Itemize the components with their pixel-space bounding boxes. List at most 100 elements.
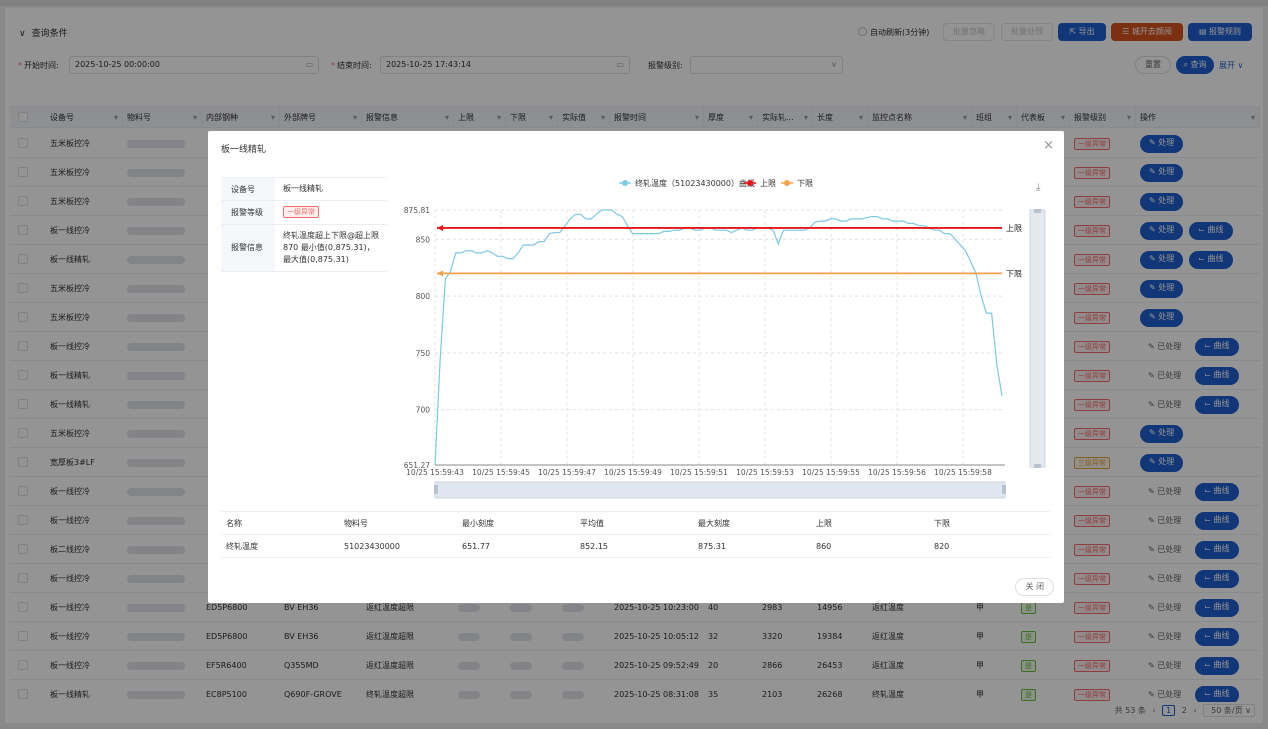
auto-refresh-checkbox[interactable]: 自动刷新(3分钟) — [858, 27, 929, 38]
curve-button[interactable]: ⌙ 曲线 — [1195, 685, 1239, 704]
column-header[interactable]: 长度 ▾ — [813, 107, 868, 128]
processed-link[interactable]: ✎ 已处理 — [1148, 632, 1182, 641]
column-header[interactable]: 监控点名称 ▾ — [868, 107, 972, 128]
column-header[interactable]: 报警时间 ▾ — [610, 107, 704, 128]
legend-marker[interactable] — [747, 180, 753, 186]
processed-link[interactable]: ✎ 已处理 — [1148, 603, 1182, 612]
process-button[interactable]: ✎ 处理 — [1140, 424, 1184, 443]
processed-link[interactable]: ✎ 已处理 — [1148, 516, 1182, 525]
row-checkbox[interactable] — [18, 254, 28, 264]
reset-button[interactable]: 重置 — [1135, 56, 1171, 74]
curve-button[interactable]: ⌙ 曲线 — [1195, 540, 1239, 559]
row-checkbox[interactable] — [18, 312, 28, 322]
curve-button[interactable]: ⌙ 曲线 — [1195, 569, 1239, 588]
page-2-button[interactable]: 2 — [1181, 706, 1187, 715]
prev-page-icon[interactable]: ‹ — [1152, 706, 1156, 715]
processed-link[interactable]: ✎ 已处理 — [1148, 371, 1182, 380]
process-button[interactable]: ✎ 处理 — [1140, 192, 1184, 211]
expand-toggle[interactable]: 展开 ∨ — [1219, 61, 1244, 70]
curve-button[interactable]: ⌙ 曲线 — [1195, 337, 1239, 356]
y-zoom-handle-top[interactable] — [1034, 209, 1041, 213]
curve-button[interactable]: ⌙ 曲线 — [1195, 395, 1239, 414]
column-header[interactable]: 代表板 ▾ — [1017, 107, 1070, 128]
process-button[interactable]: ✎ 处理 — [1140, 308, 1184, 327]
curve-button[interactable]: ⌙ 曲线 — [1195, 366, 1239, 385]
row-checkbox[interactable] — [18, 138, 28, 148]
filter-icon[interactable]: ▾ — [600, 113, 605, 122]
column-header[interactable]: 操作 ▾ — [1136, 107, 1260, 128]
process-button[interactable]: ✎ 处理 — [1140, 163, 1184, 182]
row-checkbox[interactable] — [18, 573, 28, 583]
filter-icon[interactable]: ▾ — [496, 113, 501, 122]
processed-link[interactable]: ✎ 已处理 — [1148, 661, 1182, 670]
process-button[interactable]: ✎ 处理 — [1140, 134, 1184, 153]
column-header[interactable]: 厚度 ▾ — [704, 107, 758, 128]
row-checkbox[interactable] — [18, 515, 28, 525]
row-checkbox[interactable] — [18, 631, 28, 641]
legend-marker[interactable] — [784, 180, 790, 186]
column-header[interactable]: 设备号 ▾ — [46, 107, 123, 128]
curve-button[interactable]: ⌙ 曲线 — [1195, 511, 1239, 530]
curve-button[interactable]: ⌙ 曲线 — [1189, 250, 1233, 269]
batch-process-button[interactable]: 批量处理 — [1001, 23, 1053, 41]
close-button[interactable]: 关 闭 — [1015, 578, 1054, 596]
filter-icon[interactable]: ▾ — [1060, 113, 1065, 122]
filter-icon[interactable]: ▾ — [1250, 113, 1255, 122]
upgrade-button[interactable]: ☰ 城开去颜阅 — [1111, 23, 1183, 41]
row-checkbox[interactable] — [18, 602, 28, 612]
row-checkbox[interactable] — [18, 660, 28, 670]
row-checkbox[interactable] — [18, 225, 28, 235]
filter-icon[interactable]: ▾ — [748, 113, 753, 122]
processed-link[interactable]: ✎ 已处理 — [1148, 342, 1182, 351]
column-header[interactable]: 报警信息 ▾ — [362, 107, 454, 128]
column-header[interactable]: 报警级别 ▾ — [1070, 107, 1136, 128]
column-header[interactable]: 下限 ▾ — [506, 107, 558, 128]
filter-icon[interactable]: ▾ — [352, 113, 357, 122]
filter-icon[interactable]: ▾ — [444, 113, 449, 122]
alarm-rules-button[interactable]: ▤ 报警规则 — [1188, 23, 1252, 41]
filter-icon[interactable]: ▾ — [858, 113, 863, 122]
filter-icon[interactable]: ▾ — [113, 113, 118, 122]
alarm-level-select[interactable]: ∨ — [690, 56, 843, 74]
curve-button[interactable]: ⌙ 曲线 — [1195, 482, 1239, 501]
curve-button[interactable]: ⌙ 曲线 — [1195, 627, 1239, 646]
select-all-checkbox[interactable] — [18, 112, 28, 122]
column-header[interactable]: 班组 ▾ — [972, 107, 1017, 128]
filter-icon[interactable]: ▾ — [1126, 113, 1131, 122]
query-button[interactable]: ⌕ 查询 — [1176, 56, 1214, 74]
filter-icon[interactable]: ▾ — [548, 113, 553, 122]
column-header[interactable]: 上限 ▾ — [454, 107, 506, 128]
process-button[interactable]: ✎ 处理 — [1140, 221, 1184, 240]
page-1-button[interactable]: 1 — [1162, 705, 1176, 716]
processed-link[interactable]: ✎ 已处理 — [1148, 690, 1182, 699]
row-checkbox[interactable] — [18, 689, 28, 699]
batch-ignore-button[interactable]: 批量忽略 — [943, 23, 995, 41]
column-header[interactable]: 实际轧... ▾ — [758, 107, 813, 128]
row-checkbox[interactable] — [18, 544, 28, 554]
row-checkbox[interactable] — [18, 428, 28, 438]
close-icon[interactable]: × — [1043, 138, 1054, 153]
filter-icon[interactable]: ▾ — [192, 113, 197, 122]
processed-link[interactable]: ✎ 已处理 — [1148, 574, 1182, 583]
legend-marker[interactable] — [622, 180, 628, 186]
filter-icon[interactable]: ▾ — [1007, 113, 1012, 122]
row-checkbox[interactable] — [18, 370, 28, 380]
filter-icon[interactable]: ▾ — [962, 113, 967, 122]
download-icon[interactable]: ⤓ — [1036, 182, 1041, 193]
curve-button[interactable]: ⌙ 曲线 — [1189, 221, 1233, 240]
column-header[interactable]: 物料号 ▾ — [123, 107, 202, 128]
end-time-input[interactable]: 2025-10-25 17:43:14 ▭ — [380, 56, 630, 74]
column-header[interactable]: 外部牌号 ▾ — [280, 107, 362, 128]
curve-button[interactable]: ⌙ 曲线 — [1195, 598, 1239, 617]
row-checkbox[interactable] — [18, 196, 28, 206]
row-checkbox[interactable] — [18, 399, 28, 409]
process-button[interactable]: ✎ 处理 — [1140, 250, 1184, 269]
x-zoom-handle-left[interactable] — [434, 485, 438, 494]
row-checkbox[interactable] — [18, 457, 28, 467]
y-zoom-slider[interactable] — [1029, 209, 1046, 468]
filter-icon[interactable]: ▾ — [270, 113, 275, 122]
column-header[interactable]: 实际值 ▾ — [558, 107, 610, 128]
filter-icon[interactable]: ▾ — [694, 113, 699, 122]
row-checkbox[interactable] — [18, 486, 28, 496]
start-time-input[interactable]: 2025-10-25 00:00:00 ▭ — [69, 56, 319, 74]
